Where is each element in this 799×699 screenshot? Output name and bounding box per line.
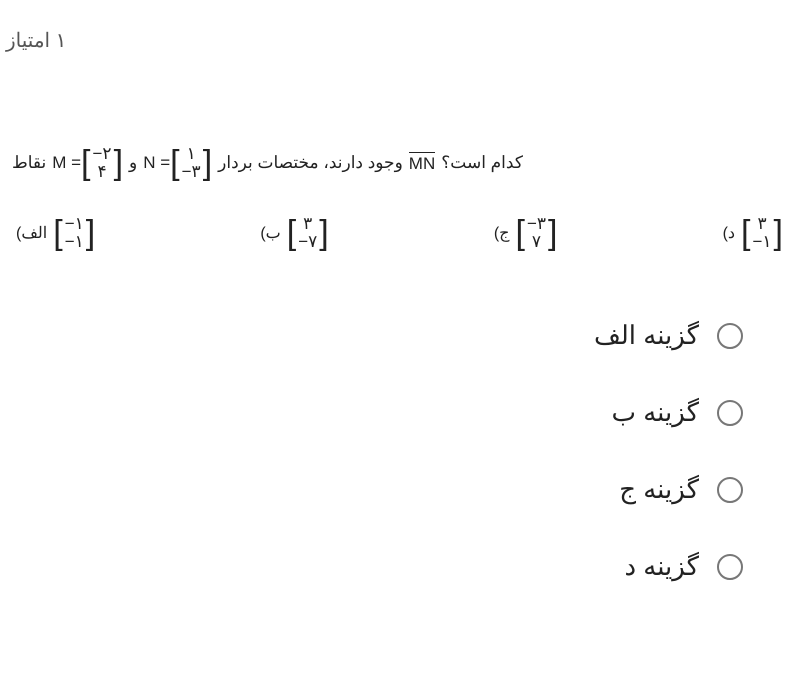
answer-alf: الف) [ −۱ −۱ ] (16, 215, 95, 251)
answer-be-r0: ۳ (303, 215, 312, 233)
answer-je-r1: ۷ (532, 233, 541, 251)
answer-be-r1: −۷ (298, 233, 317, 251)
answer-dal-r1: −۱ (752, 233, 771, 251)
n-row-0: ۱ (187, 145, 196, 163)
answer-be-label: ب) (260, 223, 280, 243)
answer-je-r0: −۳ (527, 215, 546, 233)
radio-circle-icon (717, 323, 743, 349)
radio-circle-icon (717, 477, 743, 503)
radio-option-dal[interactable]: گزینه د (594, 551, 743, 582)
matrix-m: M = [ −۲ ۴ ] (52, 145, 123, 181)
answer-alf-label: الف) (16, 223, 47, 243)
n-equals: N = (143, 153, 170, 173)
radio-option-be[interactable]: گزینه ب (594, 397, 743, 428)
radio-options: گزینه الف گزینه ب گزینه ج گزینه د (594, 320, 743, 582)
answer-dal-r0: ۳ (757, 215, 766, 233)
n-row-1: −۳ (182, 163, 201, 181)
radio-circle-icon (717, 400, 743, 426)
radio-option-je[interactable]: گزینه ج (594, 474, 743, 505)
answer-be: ب) [ ۳ −۷ ] (260, 215, 328, 251)
question-line: نقاط M = [ −۲ ۴ ] و N = [ ۱ −۳ ] وجود دا… (12, 145, 787, 181)
m-row-1: ۴ (97, 163, 106, 181)
radio-label-dal: گزینه د (624, 551, 699, 582)
question-mid1: وجود دارند، مختصات بردار (218, 153, 403, 173)
answer-choices-row: د) [ ۳ −۱ ] ج) [ −۳ ۷ ] ب) [ ۳ −۷ (0, 215, 799, 251)
m-equals: M = (52, 153, 81, 173)
answer-je: ج) [ −۳ ۷ ] (494, 215, 558, 251)
radio-label-je: گزینه ج (619, 474, 699, 505)
answer-alf-r1: −۱ (65, 233, 84, 251)
question-block: نقاط M = [ −۲ ۴ ] و N = [ ۱ −۳ ] وجود دا… (0, 145, 799, 181)
radio-label-alf: گزینه الف (594, 320, 699, 351)
radio-label-be: گزینه ب (612, 397, 699, 428)
question-mid2: کدام است؟ (441, 153, 523, 173)
radio-option-alf[interactable]: گزینه الف (594, 320, 743, 351)
points-label: ۱ امتیاز (6, 28, 66, 53)
answer-je-label: ج) (494, 223, 510, 243)
question-prefix: نقاط (12, 153, 46, 173)
question-and: و (129, 153, 137, 173)
radio-circle-icon (717, 554, 743, 580)
m-row-0: −۲ (93, 145, 112, 163)
answer-dal: د) [ ۳ −۱ ] (723, 215, 783, 251)
matrix-n: N = [ ۱ −۳ ] (143, 145, 212, 181)
answer-alf-r0: −۱ (65, 215, 84, 233)
answer-dal-label: د) (723, 223, 735, 243)
vector-mn: MN (409, 152, 435, 174)
